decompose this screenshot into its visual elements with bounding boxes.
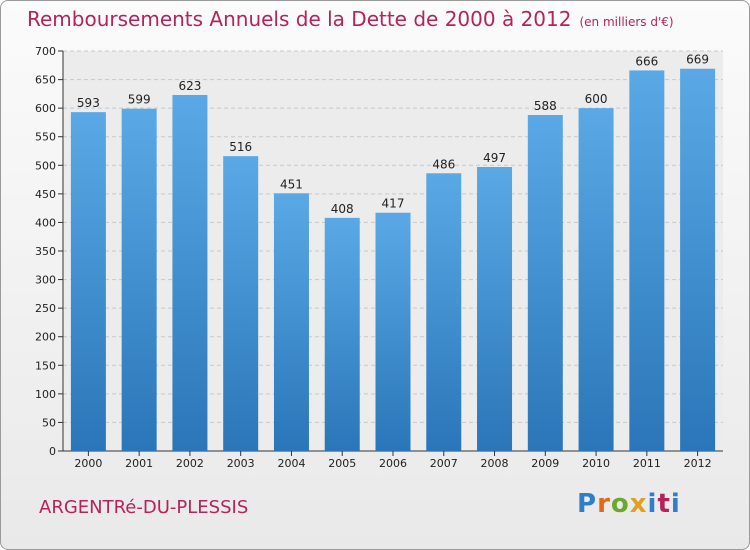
logo-letter: i [647,489,658,519]
y-tick-label: 350 [35,245,56,258]
y-tick-label: 450 [35,188,56,201]
data-label: 600 [585,92,608,106]
data-label: 669 [686,53,709,67]
bar [477,167,513,451]
y-tick-label: 700 [35,45,56,58]
x-tick-label: 2012 [684,457,712,470]
x-tick-label: 2010 [582,457,610,470]
y-tick-label: 550 [35,131,56,144]
bar [324,217,360,451]
x-tick-label: 2006 [379,457,407,470]
data-label: 666 [635,54,658,68]
data-label: 593 [77,96,100,110]
data-label: 417 [382,197,405,211]
logo-letter: i [670,489,681,519]
y-tick-label: 150 [35,359,56,372]
y-tick-label: 100 [35,388,56,401]
data-label: 623 [178,79,201,93]
x-tick-label: 2004 [277,457,305,470]
y-tick-label: 600 [35,102,56,115]
title-text: Remboursements Annuels de la Dette de 20… [27,7,572,31]
data-label: 486 [432,157,455,171]
x-tick-label: 2001 [125,457,153,470]
y-tick-label: 250 [35,302,56,315]
bar [426,173,462,452]
data-label: 516 [229,140,252,154]
x-tick-label: 2008 [481,457,509,470]
x-tick-label: 2000 [74,457,102,470]
logo-letter: o [610,489,630,519]
bar [629,70,665,451]
bar [223,156,259,451]
proxiti-logo: Proxiti [577,489,681,519]
chart-title: Remboursements Annuels de la Dette de 20… [27,7,674,31]
data-label: 497 [483,151,506,165]
bar [680,68,716,451]
data-label: 588 [534,99,557,113]
y-tick-label: 500 [35,159,56,172]
x-tick-label: 2009 [531,457,559,470]
logo-letter: x [629,489,648,519]
bar [121,108,157,451]
logo-letter: P [577,489,598,519]
unit-label: (en milliers d'€) [579,15,674,29]
bar [527,115,563,451]
y-tick-label: 400 [35,216,56,229]
bar [375,212,411,451]
bar [172,95,208,451]
y-tick-label: 300 [35,274,56,287]
x-tick-label: 2002 [176,457,204,470]
y-tick-label: 200 [35,331,56,344]
y-tick-label: 650 [35,74,56,87]
y-tick-label: 50 [42,416,56,429]
data-label: 599 [128,93,151,107]
bar [273,193,309,452]
y-tick-label: 0 [49,445,56,458]
logo-letter: r [597,489,611,519]
x-tick-label: 2005 [328,457,356,470]
bar [578,108,614,452]
bar [70,112,106,452]
data-label: 451 [280,177,303,191]
data-label: 408 [331,202,354,216]
x-tick-label: 2011 [633,457,661,470]
commune-name: ARGENTRé-DU-PLESSIS [39,497,249,518]
x-tick-label: 2007 [430,457,458,470]
x-tick-label: 2003 [227,457,255,470]
logo-letter: t [657,489,671,519]
